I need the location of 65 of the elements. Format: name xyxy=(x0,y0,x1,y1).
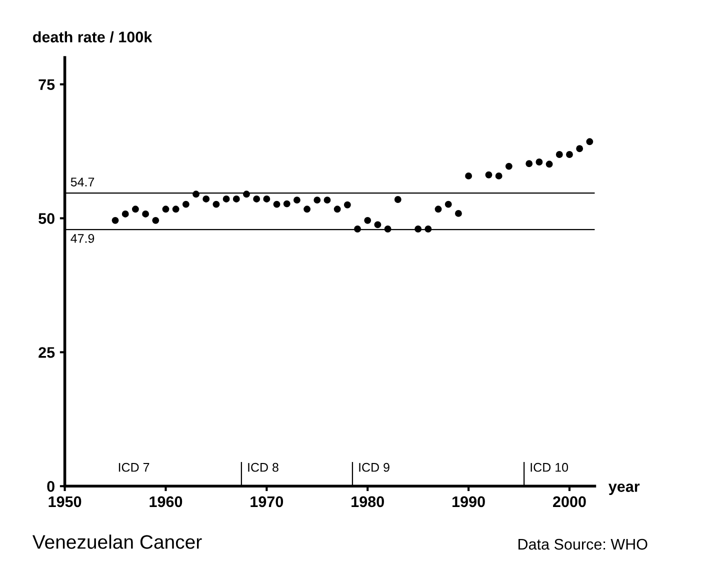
ref-line-label: 54.7 xyxy=(70,178,94,186)
point xyxy=(586,138,594,146)
point xyxy=(414,226,422,232)
point xyxy=(222,196,230,202)
point xyxy=(283,200,290,208)
point xyxy=(324,196,331,204)
y-tick-label: 50 xyxy=(38,213,54,224)
point xyxy=(546,160,553,168)
point xyxy=(334,206,341,213)
point xyxy=(192,190,200,198)
point xyxy=(314,196,321,204)
point xyxy=(162,206,170,213)
x-tick-label: 1960 xyxy=(150,496,182,508)
point xyxy=(253,196,260,202)
text: Venezuelan Cancer xyxy=(32,534,202,549)
point xyxy=(263,196,270,202)
point xyxy=(273,200,280,208)
x-tick-label: 1990 xyxy=(452,496,485,508)
point xyxy=(122,210,129,218)
point xyxy=(465,172,472,180)
x-tick-label: 1950 xyxy=(48,496,82,508)
point xyxy=(384,226,392,232)
point xyxy=(232,196,240,202)
point xyxy=(556,151,563,158)
x-tick-label: 1980 xyxy=(352,496,384,508)
point xyxy=(526,160,533,168)
point xyxy=(536,158,543,166)
point xyxy=(434,206,442,213)
x-tick-label: 2000 xyxy=(553,496,586,508)
point xyxy=(364,216,372,224)
point xyxy=(152,216,160,224)
point xyxy=(394,196,402,203)
point xyxy=(566,151,573,158)
point xyxy=(243,190,250,198)
point xyxy=(354,226,361,232)
source-note: Data Source: WHO xyxy=(518,538,648,550)
point xyxy=(444,200,452,208)
ref-line-label: ICD 10 xyxy=(530,462,568,472)
point xyxy=(112,216,119,224)
y-tick-label: 0 xyxy=(47,481,54,492)
point xyxy=(202,196,210,202)
x-tick-label: 1970 xyxy=(250,496,284,508)
point xyxy=(304,206,311,213)
y-axis-title: death rate / 100k xyxy=(33,31,152,43)
point xyxy=(454,210,462,217)
point xyxy=(505,162,512,170)
point xyxy=(182,200,190,208)
x-axis-title: year xyxy=(608,484,640,495)
point xyxy=(172,206,180,213)
y-tick-label: 75 xyxy=(38,79,55,90)
ref-line-label: ICD 8 xyxy=(248,462,278,472)
point xyxy=(293,196,300,204)
y-tick-label: 25 xyxy=(38,347,55,358)
point xyxy=(485,171,492,178)
ref-line-label: 47.9 xyxy=(70,234,94,243)
point xyxy=(495,172,502,180)
point xyxy=(424,226,432,232)
point xyxy=(142,210,150,218)
point xyxy=(576,145,584,152)
annotation: ICD 7 xyxy=(118,462,150,472)
point xyxy=(132,206,139,213)
point xyxy=(344,201,351,208)
point xyxy=(212,200,220,208)
ref-line-label: ICD 9 xyxy=(359,462,390,472)
point xyxy=(374,221,382,228)
